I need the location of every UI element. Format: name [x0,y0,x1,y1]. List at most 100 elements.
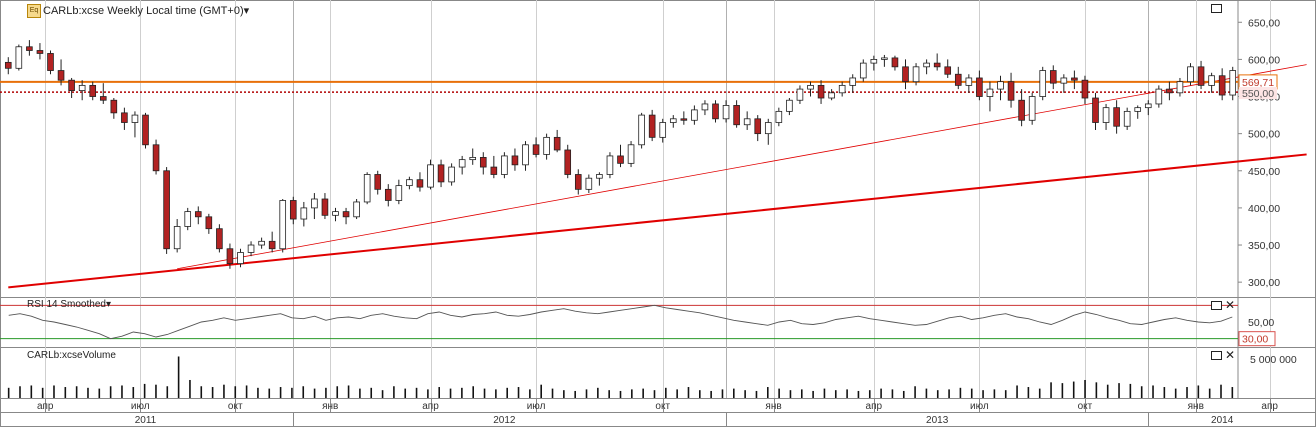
candle-down [891,57,899,68]
candle-down [902,66,909,83]
volume-tick-label: 5 000 000 [1250,354,1297,366]
month-label: июл [131,401,150,412]
month-label: апр [866,401,883,412]
month-label: янв [322,401,338,412]
candle-down [976,77,983,97]
year-label: 2012 [493,415,516,426]
candle-up [247,244,255,253]
candle-down [733,105,740,126]
rsi-line [8,304,1233,340]
candle-down [205,216,213,230]
candle-down [1113,107,1120,127]
candle-up [743,118,751,126]
candle-up [353,201,360,218]
candle-up [585,177,593,190]
candle-up [764,122,772,135]
dotted-level-box [1239,87,1277,100]
candle-up [1028,96,1036,121]
candle-down [99,96,107,101]
candle-up [406,179,413,187]
maximize-icon[interactable] [1211,4,1222,13]
candle-down [226,248,234,264]
candle-up [638,114,645,146]
price-tick-label: 350,00 [1248,240,1280,252]
candle-up [395,185,403,201]
price-label: 569,71 [1242,77,1274,89]
candle-up [279,200,287,250]
candle-up [458,159,466,168]
candle-up [986,88,994,97]
candle-down [1007,81,1015,101]
candle-down [490,166,498,175]
month-label: апр [37,401,54,412]
candle-up [1102,107,1110,123]
candle-up [1144,103,1152,109]
candle-up [807,84,814,90]
candle-up [859,62,867,79]
rsi-dropdown-icon[interactable]: ▾ [105,299,111,310]
candle-up [1060,77,1068,84]
candle-down [479,157,487,168]
candle-up [1134,107,1142,112]
rsi-close-icon[interactable]: ✕ [1225,298,1236,312]
candle-down [817,84,825,99]
month-label: июл [527,401,546,412]
chart-title[interactable]: CARLb:xcse Weekly Local time (GMT+0)▾ [43,4,249,17]
candle-up [501,155,508,175]
candle-up [870,59,878,64]
candle-down [89,84,97,97]
rsi-level-box [1238,331,1276,347]
price-tick-label: 400,00 [1248,203,1280,215]
candle-up [965,77,973,86]
dotted-level-label: 550,00 [1242,88,1274,100]
candle-up [627,144,635,164]
candle-down [121,112,128,123]
candle-down [648,114,656,138]
candle-down [36,50,44,54]
volume-close-icon[interactable]: ✕ [1225,348,1236,362]
candle-down [1197,66,1205,86]
support-trendline [8,153,1307,289]
volume-maximize-icon[interactable] [1211,351,1222,360]
candle-up [78,84,86,91]
candle-up [691,109,698,121]
chart-title-dropdown-icon[interactable]: ▾ [243,5,250,17]
price-tick-label: 450,00 [1248,166,1280,178]
candle-up [912,66,920,83]
year-label: 2011 [135,415,157,426]
rsi-label[interactable]: RSI 14 Smoothed▾ [27,299,111,310]
candle-up [237,252,244,264]
candle-up [258,240,265,246]
candle-up [923,62,930,68]
candle-up [543,136,550,155]
candle-down [511,155,519,166]
rsi-label-text: RSI 14 Smoothed [27,299,106,310]
candle-up [300,207,308,220]
candle-down [933,62,941,68]
month-label: янв [1188,401,1204,412]
candle-down [110,99,118,114]
candle-up [849,77,857,86]
candle-up [1039,70,1047,97]
month-label: июл [970,401,989,412]
candle-down [712,103,719,120]
candle-down [142,114,149,146]
candle-up [828,92,835,99]
candle-down [754,118,762,135]
price-tick-label: 300,00 [1248,277,1280,289]
rsi-level-label: 30,00 [1242,334,1268,346]
candle-up [881,57,888,60]
month-label: окт [1078,401,1093,412]
candle-up [997,81,1004,90]
candle-up [1123,110,1131,127]
year-label: 2013 [926,415,949,426]
price-tick-label: 600,00 [1248,54,1280,66]
candle-down [1092,97,1099,123]
rsi-maximize-icon[interactable] [1211,301,1222,310]
equity-icon: Eq [27,4,41,18]
candle-down [194,211,202,218]
candle-down [416,179,424,188]
candle-down [216,228,223,250]
